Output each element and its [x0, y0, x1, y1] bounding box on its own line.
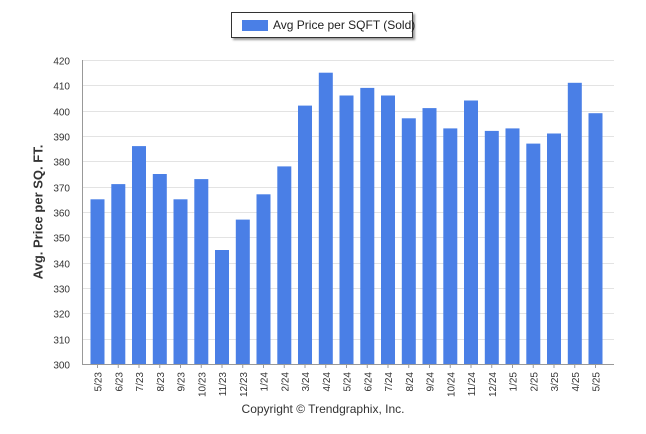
x-tick-label: 5/24 [343, 372, 354, 392]
x-tick-label: 5/23 [94, 372, 105, 392]
x-tick-label: 10/24 [446, 372, 457, 397]
y-axis-title: Avg. Price per SQ. FT. [30, 144, 46, 280]
x-tick-label: 2/24 [280, 372, 291, 392]
y-tick-label: 370 [53, 184, 70, 195]
bar [215, 250, 229, 364]
x-tick-label: 8/23 [156, 372, 167, 392]
copyright-text: Copyright © Trendgraphix, Inc. [241, 402, 405, 416]
x-tick-label: 5/25 [592, 372, 603, 392]
bar [547, 133, 561, 364]
x-tick-label: 3/25 [550, 372, 561, 392]
y-tick-label: 420 [53, 57, 70, 68]
x-tick-label: 8/24 [405, 372, 416, 392]
legend: Avg Price per SQFT (Sold) [231, 12, 416, 38]
bar [505, 128, 520, 364]
bar [567, 82, 582, 365]
bar [422, 108, 437, 364]
y-tick-label: 400 [53, 108, 70, 119]
bar [298, 105, 312, 364]
axes [82, 60, 614, 368]
x-tick-label: 2/25 [529, 372, 540, 392]
x-tick-label: 10/23 [197, 372, 208, 397]
y-tick-label: 380 [53, 158, 70, 169]
bar [401, 118, 416, 364]
x-tick-label: 6/23 [114, 372, 125, 392]
x-tick-label: 6/24 [363, 372, 374, 392]
bar [90, 199, 105, 364]
bar [484, 130, 499, 364]
x-tick-label: 11/24 [467, 372, 478, 397]
x-tick-label: 9/23 [177, 372, 188, 392]
bar [381, 95, 395, 364]
bar [194, 179, 209, 364]
x-tick-label: 1/24 [260, 372, 271, 392]
y-tick-label: 310 [53, 336, 70, 347]
bar [588, 113, 603, 364]
bars [90, 72, 603, 365]
bar [235, 219, 250, 364]
x-tick-label: 7/23 [135, 372, 146, 392]
bar [526, 143, 541, 364]
x-tick-label: 11/23 [218, 372, 229, 397]
bar [173, 199, 188, 364]
bar [318, 72, 333, 364]
x-tick-label: 4/24 [322, 372, 333, 392]
bar [464, 100, 478, 364]
y-tick-label: 300 [53, 361, 70, 372]
y-tick-label: 330 [53, 285, 70, 296]
y-tick-label: 320 [53, 310, 70, 321]
legend-swatch [242, 20, 268, 31]
x-tick-labels: 5/23 6/23 7/23 8/23 9/23 10/23 11/23 12/23 1/24 2… [94, 372, 603, 397]
x-tick-label: 4/25 [571, 372, 582, 392]
x-tick-label: 1/25 [509, 372, 520, 392]
x-tick-label: 12/23 [239, 372, 250, 397]
x-tick-label: 7/24 [384, 372, 395, 392]
x-tick-label: 3/24 [301, 372, 312, 392]
legend-label: Avg Price per SQFT (Sold) [273, 18, 416, 32]
x-tick-label: 12/24 [488, 372, 499, 397]
bar [339, 95, 354, 364]
bar [111, 184, 126, 364]
bar [152, 174, 167, 364]
y-tick-label: 360 [53, 209, 70, 220]
bar [277, 166, 292, 364]
bar [256, 194, 271, 364]
y-tick-label: 390 [53, 133, 70, 144]
x-tick-label: 9/24 [426, 372, 437, 392]
y-tick-labels: 300 310 320 330 340 350 360 370 380 390 400 410 420 [53, 57, 70, 372]
bar [360, 87, 375, 365]
y-tick-label: 410 [53, 82, 70, 93]
bar [132, 146, 146, 364]
y-tick-label: 350 [53, 234, 70, 245]
bar [443, 128, 458, 364]
y-tick-label: 340 [53, 260, 70, 271]
